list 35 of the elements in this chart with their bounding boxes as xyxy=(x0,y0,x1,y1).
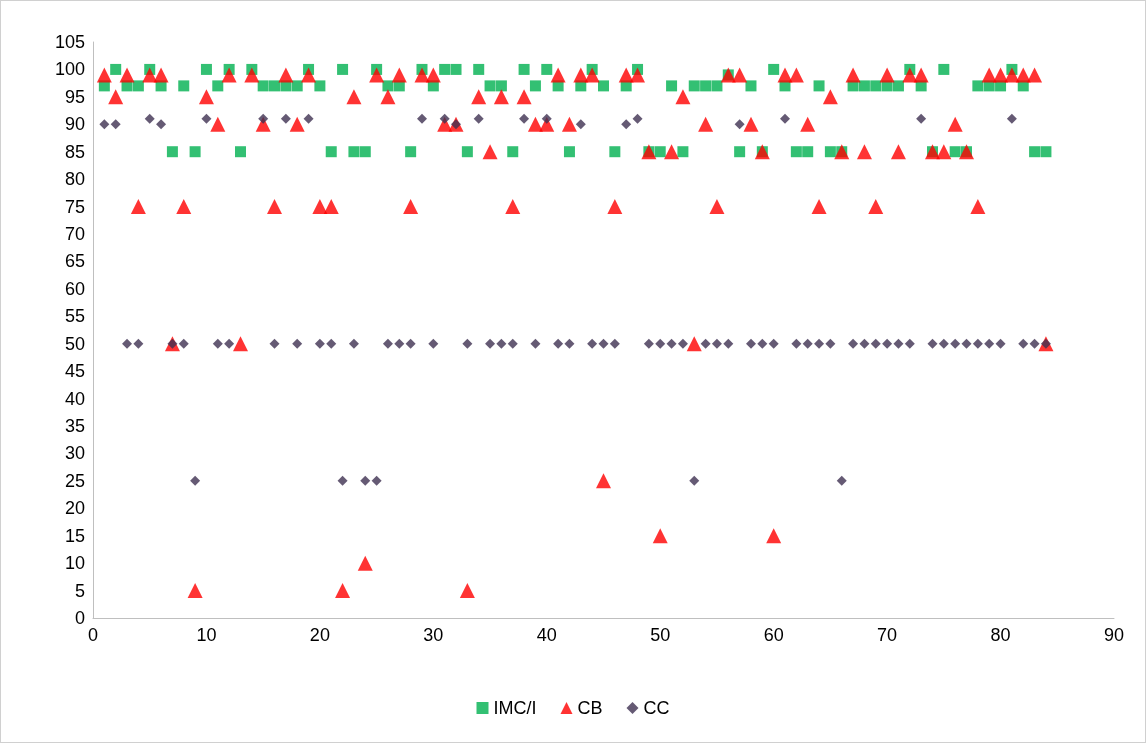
legend-label: CC xyxy=(643,698,670,718)
x-tick-label: 0 xyxy=(87,625,99,645)
y-tick-label: 45 xyxy=(64,361,85,382)
y-tick-label: 105 xyxy=(54,32,85,52)
x-tick-label: 20 xyxy=(309,625,330,645)
y-tick-label: 85 xyxy=(64,141,85,162)
y-tick-label: 60 xyxy=(64,278,85,299)
legend-label: CB xyxy=(577,698,603,718)
x-tick-label: 40 xyxy=(536,625,557,645)
y-tick-label: 5 xyxy=(74,580,85,601)
x-tick-label: 10 xyxy=(196,625,217,645)
y-tick-label: 10 xyxy=(64,553,85,574)
legend-label: IMC/I xyxy=(493,698,537,718)
y-tick-label: 25 xyxy=(64,470,85,491)
x-tick-label: 30 xyxy=(423,625,444,645)
y-tick-label: 65 xyxy=(64,251,85,272)
y-tick-label: 70 xyxy=(64,224,85,244)
y-tick-label: 35 xyxy=(64,416,85,436)
x-tick-label: 60 xyxy=(763,625,784,645)
y-tick-label: 15 xyxy=(64,525,85,546)
y-tick-label: 30 xyxy=(64,443,85,464)
y-tick-label: 0 xyxy=(74,608,85,628)
x-tick-label: 70 xyxy=(877,625,898,645)
x-tick-label: 90 xyxy=(1103,625,1125,645)
y-tick-label: 80 xyxy=(64,169,85,190)
y-tick-label: 95 xyxy=(64,86,85,107)
x-tick-label: 80 xyxy=(990,625,1011,645)
y-tick-label: 55 xyxy=(64,306,85,327)
y-tick-label: 75 xyxy=(64,196,85,217)
y-tick-label: 100 xyxy=(54,59,85,80)
y-tick-label: 40 xyxy=(64,388,85,409)
y-tick-label: 90 xyxy=(64,114,85,135)
y-tick-label: 50 xyxy=(64,333,85,354)
x-tick-label: 50 xyxy=(650,625,671,645)
y-tick-label: 20 xyxy=(64,498,85,519)
